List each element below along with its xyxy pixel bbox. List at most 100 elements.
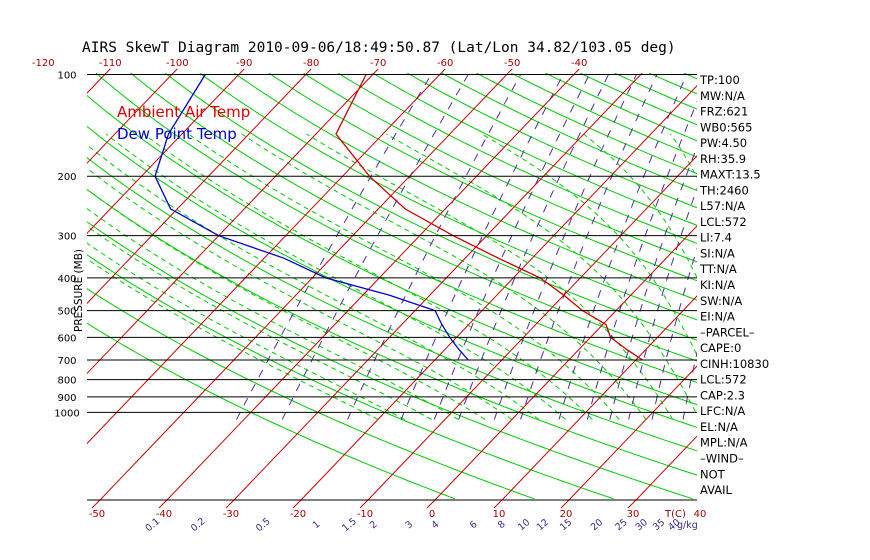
top-temp-tick-label: -120 [32, 58, 55, 69]
top-temperature-ticks: -120 -110 -100 -90 -80 -70 -60 -50 -40 [32, 58, 588, 69]
isotherm-tick [91, 499, 101, 509]
index-item: MW:N/A [700, 89, 745, 103]
dry-adiabat [476, 73, 697, 175]
isotherm [87, 73, 308, 305]
isotherm [166, 73, 576, 500]
pressure-tick-label: 300 [57, 232, 76, 243]
axis-unit-labels: T(C) g/kg [664, 509, 698, 531]
isotherm [501, 295, 697, 500]
top-temp-tick-label: -50 [504, 58, 520, 69]
index-item: EI:N/A [700, 310, 735, 324]
pressure-tick-label: 100 [57, 71, 76, 82]
bottom-temp-tick-label: -50 [89, 509, 105, 520]
ambient-air-temp-line [335, 74, 643, 361]
moist-adiabat [87, 144, 540, 420]
isobars [87, 74, 697, 501]
index-item: AVAIL [700, 483, 733, 497]
bottom-temp-tick-label: 10 [493, 509, 506, 520]
mixing-ratio-line [347, 74, 522, 420]
bottom-temperature-ticks: -50 -40 -30 -20 -10 0 10 20 30 40 [89, 509, 707, 520]
mixing-ratio-line [236, 74, 432, 420]
pressure-tick-label: 800 [57, 376, 76, 387]
bottom-temp-tick-label: 40 [694, 509, 707, 520]
isotherm-tick [440, 68, 446, 74]
dry-adiabat [164, 73, 697, 341]
dry-adiabat [303, 73, 697, 263]
dry-adiabat [233, 73, 697, 301]
mixing-ratio-tick-label: 8 [496, 519, 508, 531]
isotherm-tick [574, 68, 580, 74]
mixing-ratio-line [586, 100, 697, 420]
dry-adiabat [87, 157, 697, 452]
index-item: CAPE:0 [700, 341, 741, 355]
pressure-tick-label: 500 [57, 307, 76, 318]
dry-adiabat [648, 73, 697, 95]
dry-adiabat [441, 73, 697, 191]
dry-adiabat [822, 73, 870, 499]
t-axis-label: T(C) [664, 509, 686, 520]
mixing-ratio-tick-label: 3 [404, 519, 416, 531]
isotherm [0, 73, 39, 500]
isotherm-tick [560, 499, 570, 509]
index-item: TT:N/A [699, 262, 737, 276]
index-item: –WIND– [700, 451, 744, 465]
top-temp-tick-label: -80 [303, 58, 319, 69]
index-item: EL:N/A [700, 420, 738, 434]
legend-dew-point-temp: Dew Point Temp [117, 125, 237, 143]
top-temp-tick-label: -90 [236, 58, 252, 69]
mixing-ratio-tick-label: 4 [430, 519, 442, 531]
index-item: MPL:N/A [700, 436, 748, 450]
isotherm-tick [507, 68, 513, 74]
isotherm-tick [359, 499, 369, 509]
isotherm-tick [225, 499, 235, 509]
moist-adiabat [241, 133, 647, 420]
index-item: LI:7.4 [700, 231, 732, 245]
mixing-ratio-tick-label: 1 [311, 519, 323, 531]
mixing-ratio-line [400, 74, 564, 420]
bottom-temp-tick-label: 30 [627, 509, 640, 520]
isotherm-tick [172, 68, 178, 74]
index-item: SI:N/A [700, 246, 735, 260]
isotherm-tick-extensions [91, 68, 637, 509]
index-item: NOT [700, 467, 726, 481]
isotherm [568, 365, 697, 500]
dry-adiabat [130, 73, 697, 362]
top-temp-tick-label: -60 [437, 58, 453, 69]
isotherm-tick [627, 499, 637, 509]
top-temp-tick-label: -40 [571, 58, 587, 69]
dry-adiabat [87, 288, 535, 500]
isotherm [87, 73, 375, 375]
index-item: FRZ:621 [700, 105, 748, 119]
isotherm [87, 73, 241, 234]
index-item: PW:4.50 [700, 136, 747, 150]
isotherm-tick [105, 68, 111, 74]
mixing-ratio-line [761, 75, 841, 420]
mixing-ratio-tick-label: 12 [535, 517, 551, 533]
bottom-temp-tick-label: -30 [223, 509, 239, 520]
top-temp-tick-label: -70 [370, 58, 386, 69]
dry-adiabat [268, 73, 697, 282]
isotherm-tick [373, 68, 379, 74]
dry-adiabat [87, 221, 694, 500]
legend-ambient-air-temp: Ambient Air Temp [117, 103, 250, 121]
mixing-ratio-line [609, 145, 697, 420]
top-temp-tick-label: -110 [99, 58, 122, 69]
index-item: RH:35.9 [700, 152, 746, 166]
isotherm [99, 73, 509, 500]
dry-adiabat [372, 73, 697, 226]
index-item: TP:100 [699, 73, 740, 87]
index-item: LCL:572 [700, 215, 747, 229]
mixing-ratio-line [281, 74, 469, 420]
index-item: TH:2460 [699, 183, 749, 197]
dry-adiabat [87, 254, 614, 500]
pressure-tick-label: 700 [57, 356, 76, 367]
mixing-ratio-line [493, 74, 637, 420]
mixing-ratio-line [520, 74, 658, 420]
pressure-axis-label: PRESSURE (MB) [73, 249, 85, 332]
dry-adiabat [199, 73, 697, 321]
isotherm [770, 73, 870, 500]
dry-adiabat [510, 73, 697, 158]
dry-adiabat [87, 188, 697, 476]
bottom-temp-tick-label: -20 [290, 509, 306, 520]
